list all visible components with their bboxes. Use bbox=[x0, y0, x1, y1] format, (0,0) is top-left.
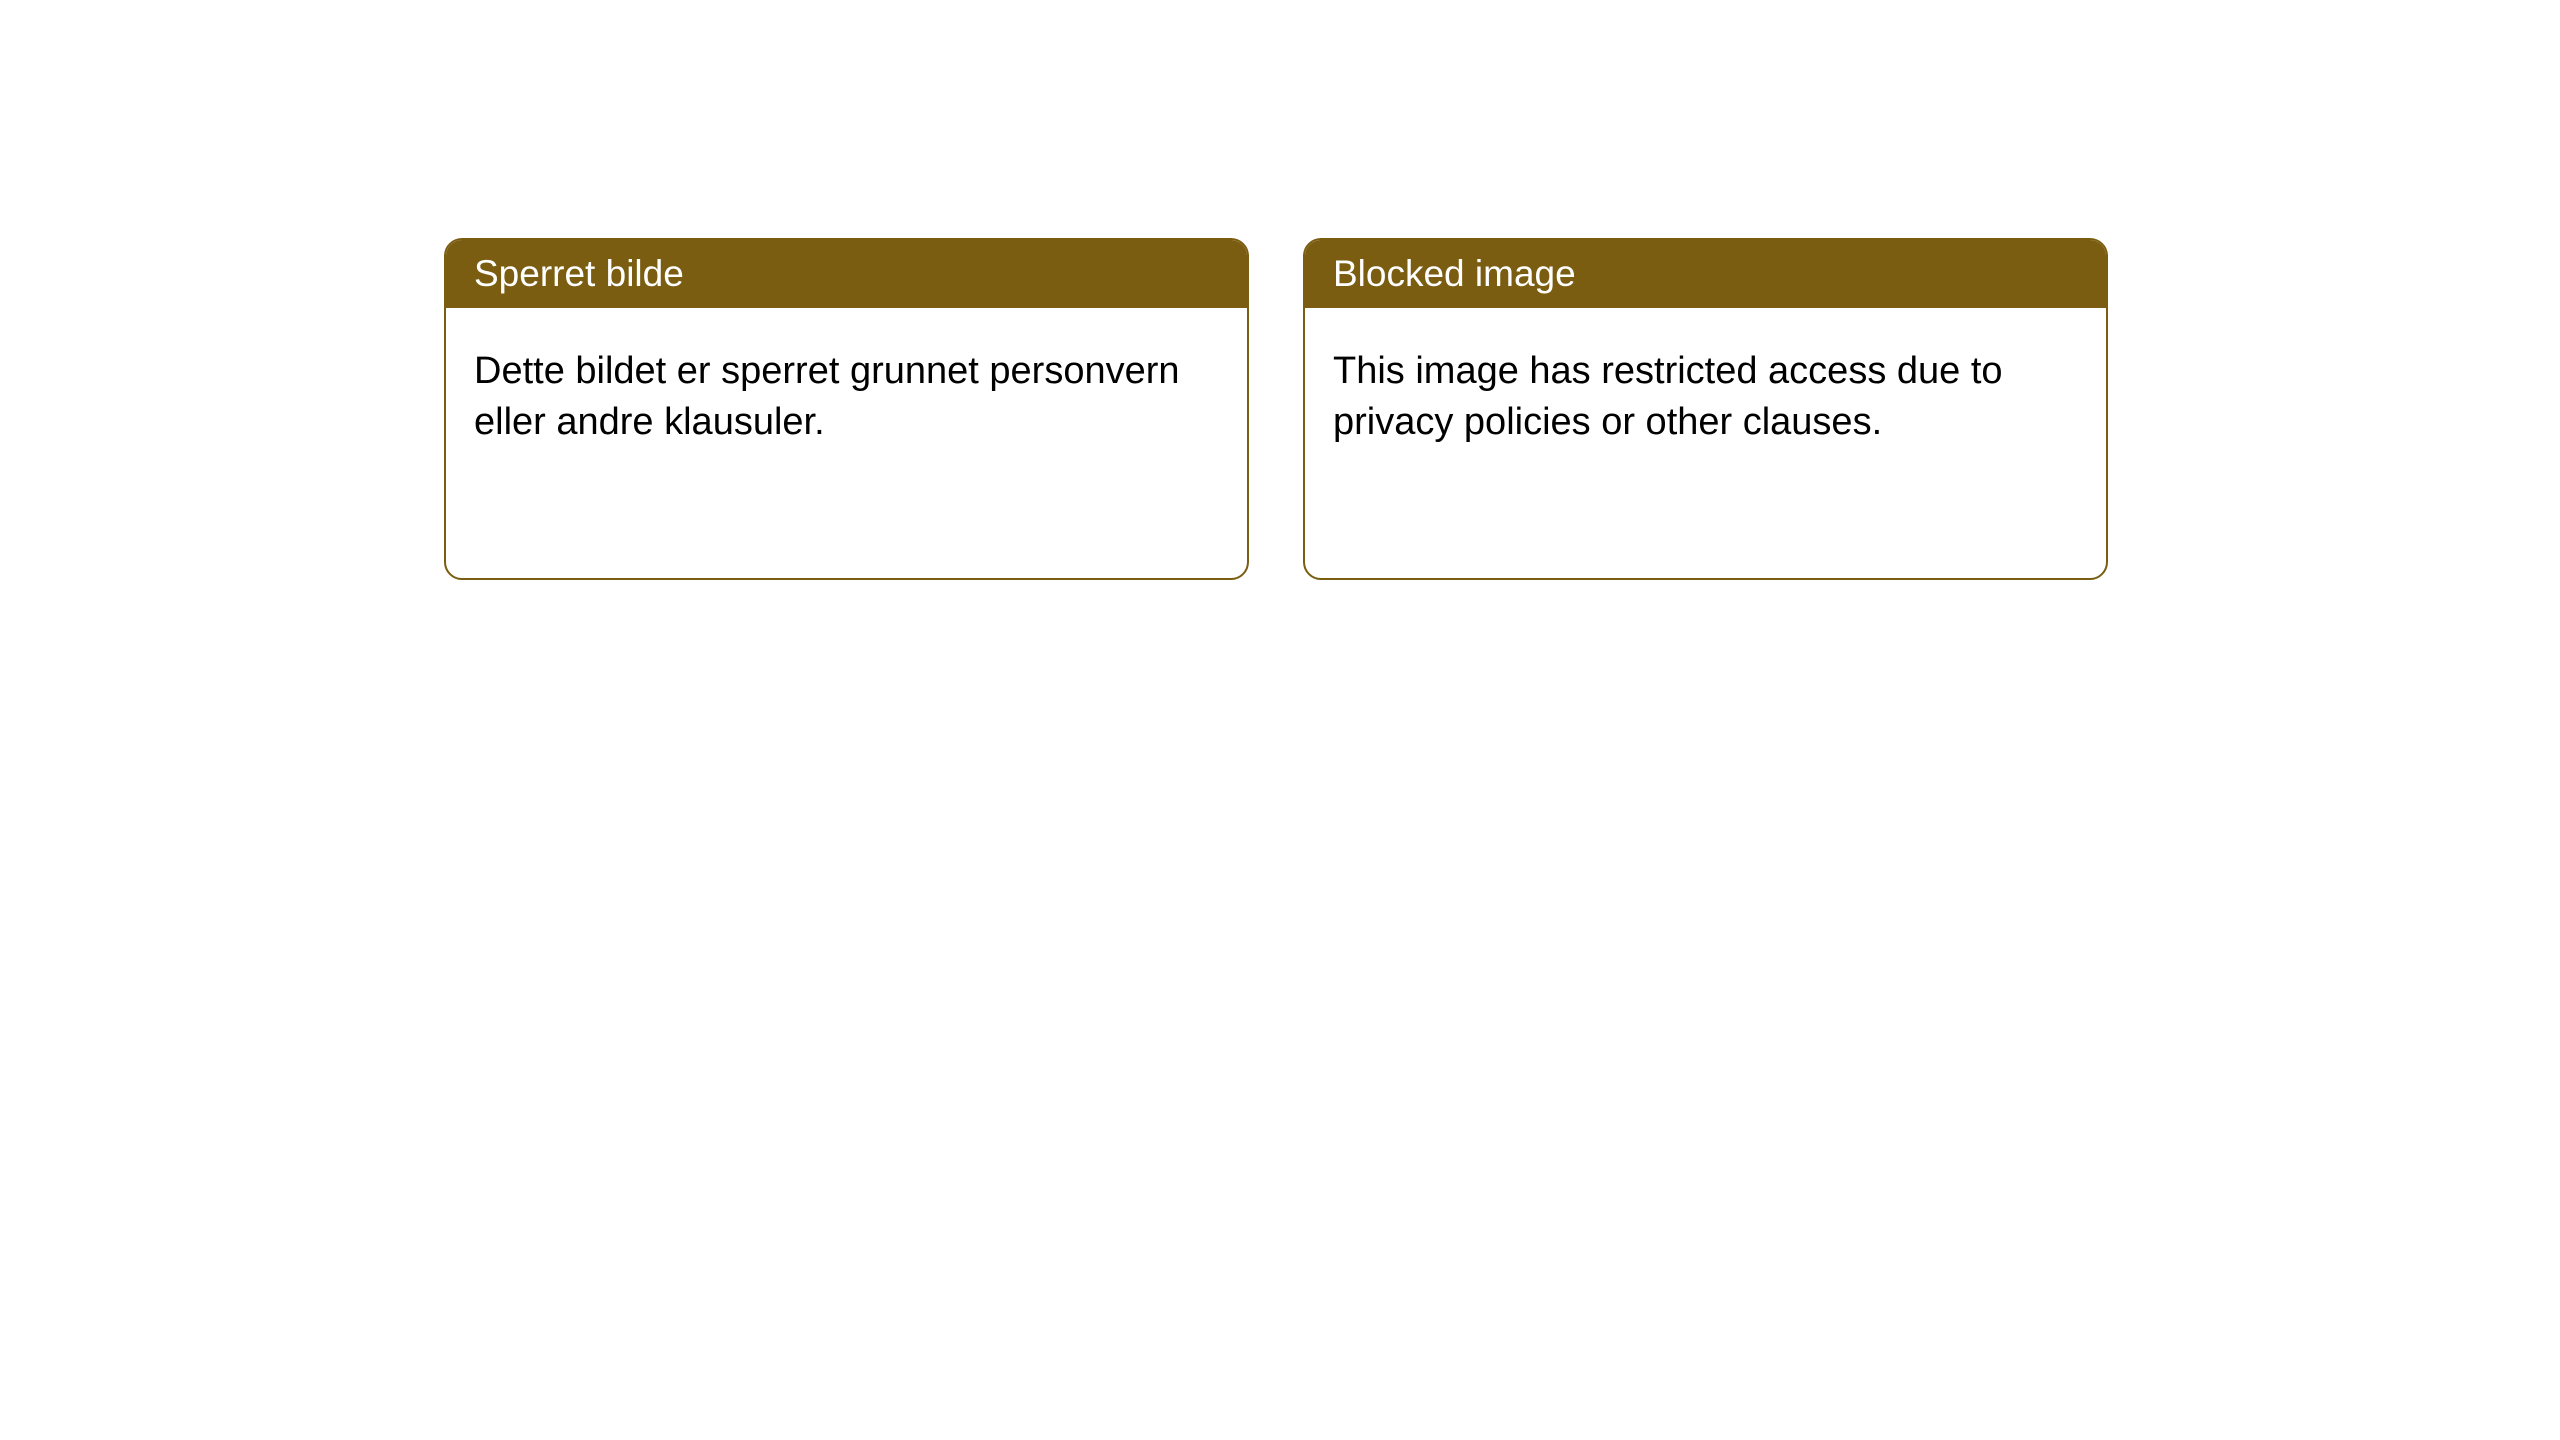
card-body-text: Dette bildet er sperret grunnet personve… bbox=[474, 350, 1180, 443]
notice-container: Sperret bilde Dette bildet er sperret gr… bbox=[0, 0, 2560, 580]
card-header: Sperret bilde bbox=[446, 240, 1247, 308]
notice-card-norwegian: Sperret bilde Dette bildet er sperret gr… bbox=[444, 238, 1249, 580]
card-title: Blocked image bbox=[1333, 253, 1576, 294]
card-body-text: This image has restricted access due to … bbox=[1333, 350, 2003, 443]
card-body: This image has restricted access due to … bbox=[1305, 308, 2106, 578]
card-body: Dette bildet er sperret grunnet personve… bbox=[446, 308, 1247, 578]
notice-card-english: Blocked image This image has restricted … bbox=[1303, 238, 2108, 580]
card-title: Sperret bilde bbox=[474, 253, 684, 294]
card-header: Blocked image bbox=[1305, 240, 2106, 308]
